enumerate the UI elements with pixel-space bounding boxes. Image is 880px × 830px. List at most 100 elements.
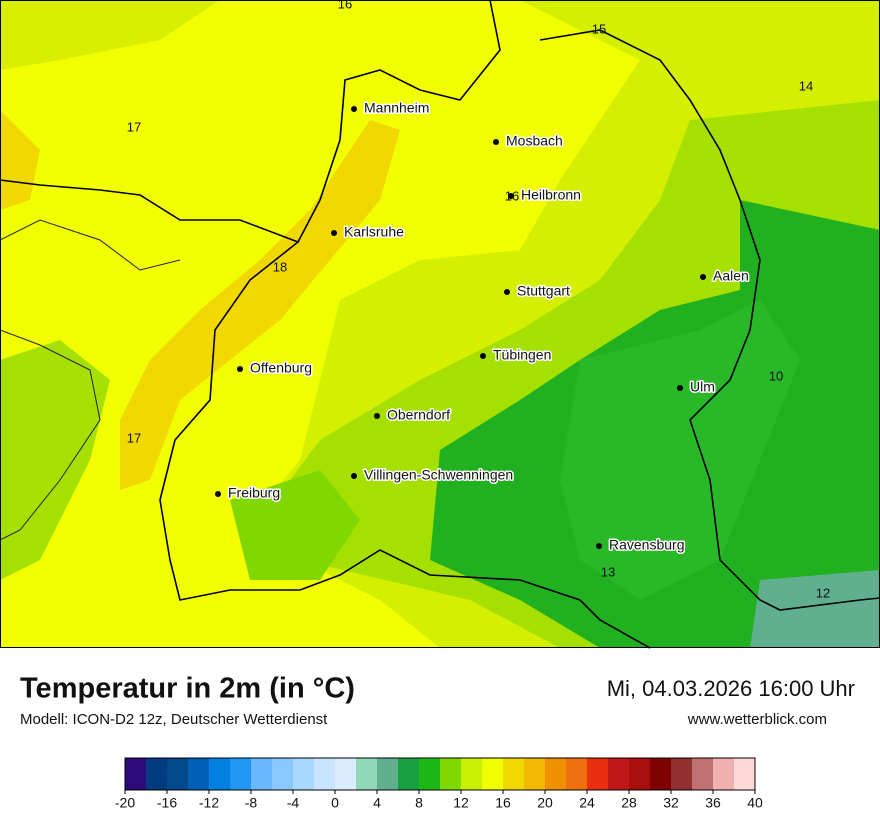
legend-swatch — [125, 758, 147, 790]
legend-swatch — [608, 758, 630, 790]
city-dot — [508, 193, 514, 199]
legend-tick-label: -12 — [199, 795, 219, 811]
legend-swatch — [146, 758, 168, 790]
legend-swatch — [650, 758, 672, 790]
legend-swatch — [167, 758, 189, 790]
legend-tick-label: -4 — [287, 795, 300, 811]
temp-zone — [230, 470, 360, 580]
contour-label: 18 — [273, 259, 287, 274]
city-label: Karlsruhe — [344, 224, 404, 240]
contour-label: 10 — [769, 368, 783, 383]
legend-tick-label: 20 — [537, 795, 553, 811]
contour-label: 16 — [338, 0, 352, 11]
legend-tick-label: -20 — [115, 795, 135, 811]
legend-swatch — [293, 758, 315, 790]
contour-label: 14 — [799, 78, 813, 93]
legend-tick-label: 4 — [373, 795, 381, 811]
city-label: Tübingen — [493, 347, 551, 363]
temp-zone — [750, 570, 880, 648]
datetime: Mi, 04.03.2026 16:00 Uhr — [607, 676, 855, 701]
legend-swatch — [440, 758, 462, 790]
city-dot — [493, 139, 499, 145]
legend-swatch — [356, 758, 378, 790]
city-dot — [237, 366, 243, 372]
temp-zone — [120, 120, 400, 490]
legend-tick-label: 40 — [747, 795, 763, 811]
contour-label: 16 — [505, 188, 519, 203]
legend-tick-label: 28 — [621, 795, 637, 811]
legend-swatch — [209, 758, 231, 790]
legend-swatch — [734, 758, 756, 790]
city-label: Ravensburg — [609, 537, 685, 553]
legend-swatch — [671, 758, 693, 790]
legend-swatch — [482, 758, 504, 790]
legend-tick-label: 32 — [663, 795, 679, 811]
legend-swatch — [629, 758, 651, 790]
contour-label: 17 — [127, 430, 141, 445]
model-info: Modell: ICON-D2 12z, Deutscher Wetterdie… — [20, 711, 328, 728]
legend-swatch — [251, 758, 273, 790]
legend: -20 -16 -12 -8 -4 0 4 8 12 16 20 24 28 32 36 40 — [115, 757, 763, 811]
contour-label: 15 — [592, 21, 606, 36]
city-dot — [596, 543, 602, 549]
legend-swatch — [587, 758, 609, 790]
legend-swatch — [314, 758, 336, 790]
border — [539, 29, 880, 611]
legend-tick-label: -16 — [157, 795, 177, 811]
contour-label: 13 — [601, 564, 615, 579]
city-dot — [374, 413, 380, 419]
city-label: Villingen-Schwenningen — [364, 467, 513, 483]
legend-swatch — [377, 758, 399, 790]
cities: Mannheim Mosbach Heilbronn Karlsruhe Aalen St… — [215, 98, 750, 554]
legend-swatch — [503, 758, 525, 790]
city-label: Offenburg — [250, 360, 312, 376]
legend-swatch — [188, 758, 210, 790]
legend-tick-label: 16 — [495, 795, 511, 811]
legend-swatch — [398, 758, 420, 790]
city-dot — [351, 106, 357, 112]
city-dot — [215, 491, 221, 497]
border — [0, 329, 101, 541]
city-label: Stuttgart — [517, 283, 570, 299]
city-label: Oberndorf — [387, 407, 450, 423]
city-dot — [700, 274, 706, 280]
city-dot — [504, 289, 510, 295]
legend-tick-label: 12 — [453, 795, 469, 811]
legend-tick-label: 8 — [415, 795, 423, 811]
city-label: Heilbronn — [521, 187, 581, 203]
legend-swatch — [545, 758, 567, 790]
city-dot — [677, 385, 683, 391]
temp-zone — [560, 300, 800, 600]
temp-zone — [0, 0, 220, 70]
legend-swatch — [692, 758, 714, 790]
city-label: Aalen — [713, 268, 749, 284]
contour-label: 12 — [816, 585, 830, 600]
legend-swatch — [713, 758, 735, 790]
legend-swatch — [566, 758, 588, 790]
city-label: Freiburg — [228, 485, 280, 501]
legend-swatch — [419, 758, 441, 790]
city-dot — [331, 230, 337, 236]
legend-tick-label: 24 — [579, 795, 595, 811]
city-label: Mannheim — [364, 100, 429, 116]
contour-label: 17 — [127, 119, 141, 134]
city-dot — [480, 353, 486, 359]
legend-swatch — [524, 758, 546, 790]
legend-swatch — [461, 758, 483, 790]
legend-frame — [124, 757, 756, 791]
legend-tick-label: -8 — [245, 795, 258, 811]
city-label: Mosbach — [506, 133, 563, 149]
map — [0, 0, 880, 649]
temp-zone — [0, 110, 40, 210]
legend-swatch — [335, 758, 357, 790]
website: www.wetterblick.com — [687, 711, 827, 728]
border — [297, 0, 501, 243]
legend-swatch — [230, 758, 252, 790]
border — [0, 179, 651, 649]
legend-tick-label: 36 — [705, 795, 721, 811]
title: Temperatur in 2m (in °C) — [20, 673, 355, 705]
city-label: Ulm — [690, 379, 715, 395]
border — [0, 219, 181, 271]
legend-tick-label: 0 — [331, 795, 339, 811]
